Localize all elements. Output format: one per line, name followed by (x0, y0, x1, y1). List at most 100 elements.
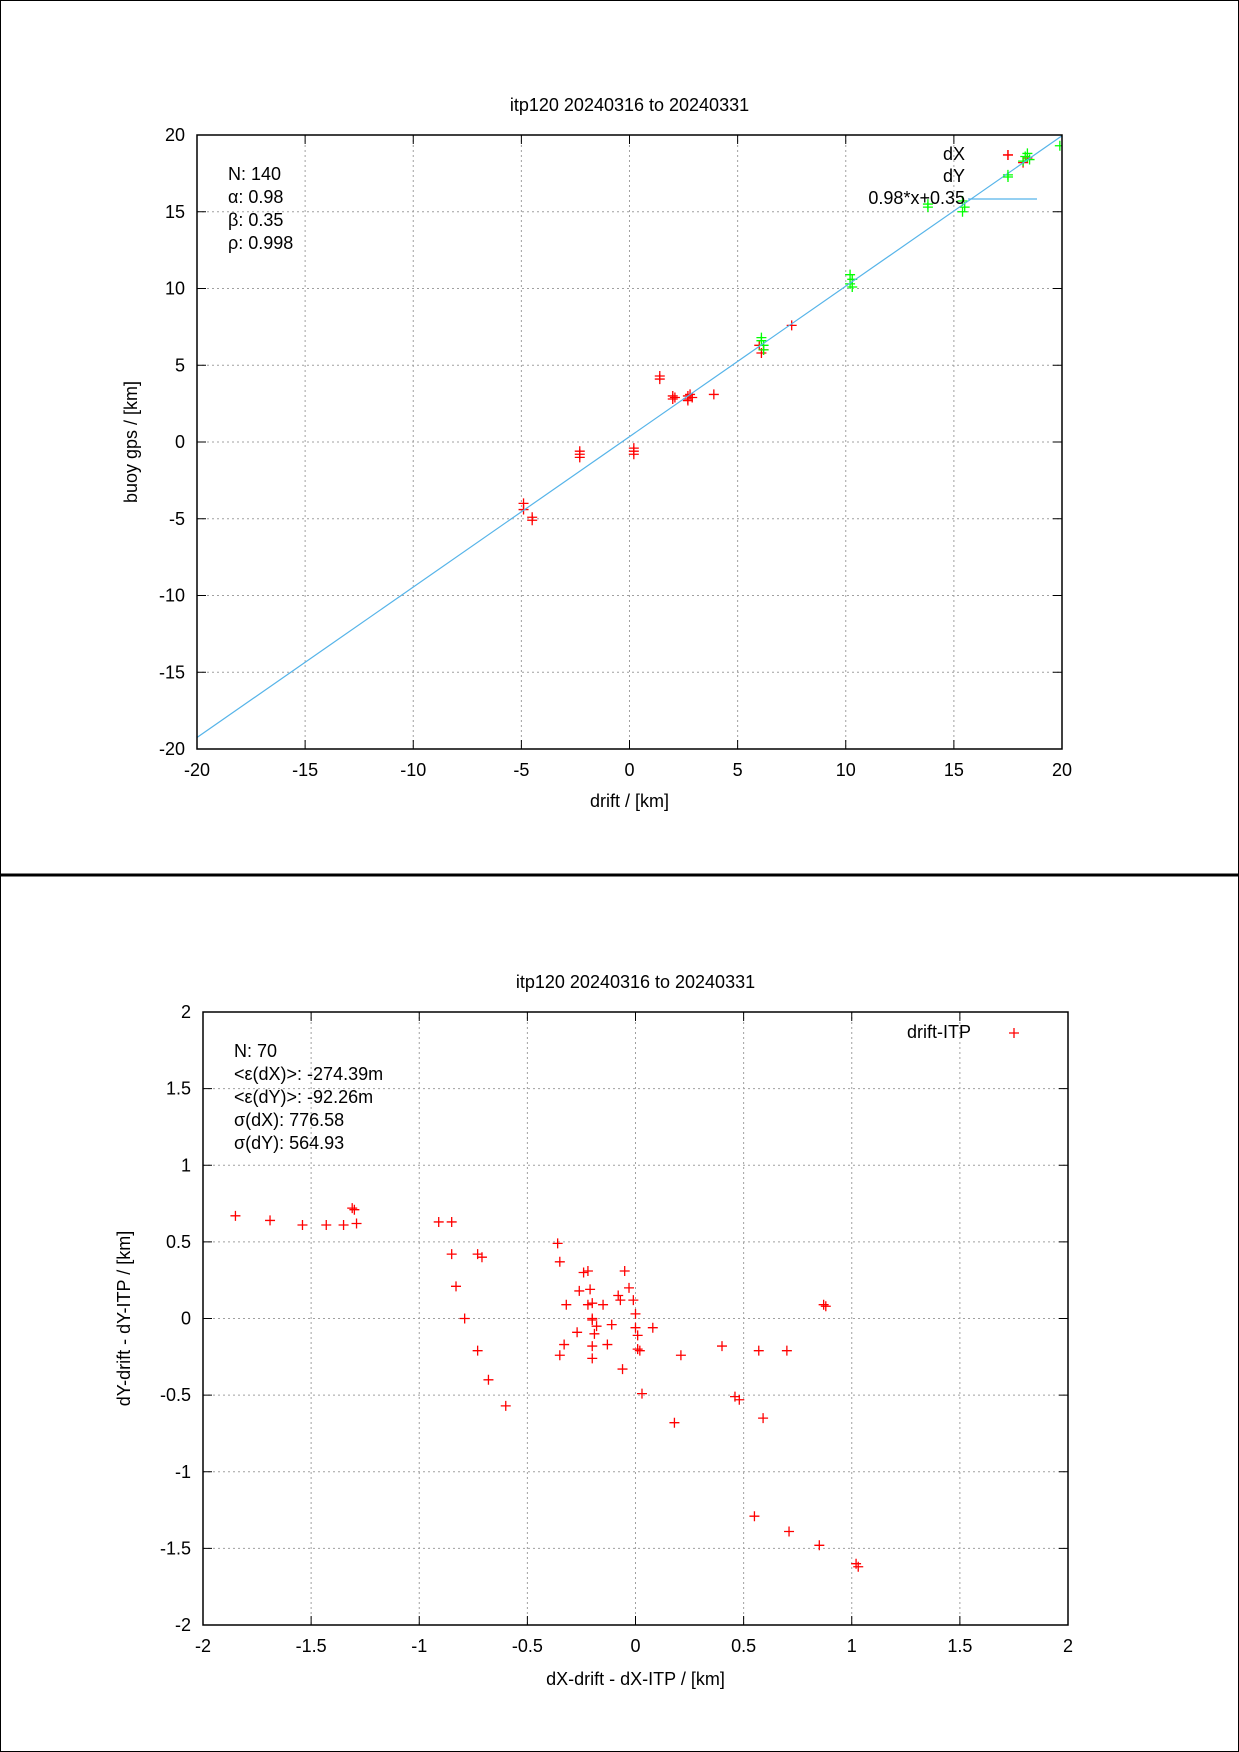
stats-line: β: 0.35 (228, 210, 283, 230)
data-point (587, 1341, 598, 1352)
data-point (758, 1413, 769, 1424)
data-point (667, 390, 678, 401)
data-point (654, 370, 665, 381)
axes-border (196, 134, 1063, 750)
data-point (472, 1345, 483, 1356)
data-point (1024, 154, 1035, 165)
x-tick-label: 1.5 (947, 1636, 972, 1656)
data-point (632, 1344, 643, 1355)
data-point (606, 1319, 617, 1330)
data-point (349, 1204, 360, 1215)
x-tick-label: 10 (836, 760, 856, 780)
data-point (451, 1281, 462, 1292)
legend-marker (1003, 150, 1013, 160)
data-point (582, 1299, 593, 1310)
data-point (265, 1215, 276, 1226)
data-point (628, 449, 639, 460)
x-tick-label: 2 (1063, 1636, 1073, 1656)
data-point (845, 269, 856, 280)
chart-drift-vs-gps: -20 -15 -10 -5 0 5 10 15 20 -20 -15 -10 -5 0 5 10 15 20 dX… (121, 95, 1072, 811)
stats-line: <ε(dY)>: -92.26m (234, 1087, 373, 1107)
data-point (321, 1220, 332, 1231)
data-point (587, 1298, 598, 1309)
data-point (1022, 148, 1033, 159)
stats-line: α: 0.98 (228, 187, 283, 207)
data-point (230, 1210, 241, 1221)
y-tick-label: 0 (175, 432, 185, 452)
x-axis-label: drift / [km] (590, 791, 669, 811)
data-point (847, 281, 858, 292)
data-point (585, 1284, 596, 1295)
data-point (602, 1339, 613, 1350)
data-point (297, 1220, 308, 1231)
data-point (1054, 140, 1062, 151)
data-point (617, 1364, 628, 1375)
data-point (957, 206, 968, 217)
y-tick-label: -1.5 (160, 1538, 191, 1558)
x-tick-label: -2 (195, 1636, 211, 1656)
fit-line (197, 135, 1062, 738)
data-point (561, 1299, 572, 1310)
data-point (527, 515, 538, 526)
data-point (756, 335, 767, 346)
x-tick-label: 0 (630, 1636, 640, 1656)
x-tick-label: 5 (733, 760, 743, 780)
y-tick-label: 5 (175, 355, 185, 375)
data-point (630, 1322, 641, 1333)
data-point (615, 1295, 626, 1306)
data-point (552, 1238, 563, 1249)
data-point (675, 1350, 686, 1361)
data-point (717, 1341, 727, 1352)
x-tick-label: -10 (400, 760, 426, 780)
legend-marker (1003, 172, 1013, 182)
y-axis-label: buoy gps / [km] (121, 381, 141, 503)
legend-marker (1009, 1028, 1019, 1038)
plot-marks (230, 1203, 864, 1572)
y-tick-label: 0.5 (166, 1232, 191, 1252)
data-point (338, 1220, 349, 1231)
data-point (574, 452, 585, 463)
data-point (476, 1252, 487, 1263)
y-tick-label: -20 (159, 739, 185, 759)
data-point (922, 199, 933, 210)
y-tick-label: -2 (175, 1615, 191, 1635)
stats-line: σ(dY): 564.93 (234, 1133, 344, 1153)
data-point (634, 1345, 645, 1356)
y-tick-label: 2 (181, 1002, 191, 1022)
stats-line: N: 70 (234, 1041, 277, 1061)
y-tick-label: 0 (181, 1309, 191, 1329)
data-point (647, 1322, 658, 1333)
x-tick-label: -20 (184, 760, 210, 780)
x-tick-label: 0 (624, 760, 634, 780)
data-point (518, 504, 529, 515)
y-tick-label: -5 (169, 509, 185, 529)
y-tick-label: 10 (165, 279, 185, 299)
data-point (500, 1400, 511, 1411)
data-point (632, 1330, 643, 1341)
data-point (758, 344, 769, 355)
data-point (578, 1267, 589, 1278)
data-point (818, 1299, 829, 1310)
data-point (853, 1561, 864, 1572)
x-tick-label: 1 (847, 1636, 857, 1656)
data-point (708, 389, 719, 400)
x-axis-label: dX-drift - dX-ITP / [km] (546, 1669, 725, 1689)
data-point (749, 1511, 760, 1522)
legend-label: dX (943, 144, 965, 164)
x-tick-label: -5 (513, 760, 529, 780)
data-point (559, 1339, 570, 1350)
data-point (734, 1394, 745, 1405)
legend-label: drift-ITP (907, 1022, 971, 1042)
data-point (613, 1290, 624, 1301)
data-point (574, 1285, 585, 1296)
data-point (753, 1345, 764, 1356)
y-tick-label: -15 (159, 662, 185, 682)
chart-drift-residuals: -2 -1.5 -1 -0.5 0 0.5 1 1.5 2 -2 -1.5 -1 -0.5 0 0.5 1 1.… (114, 972, 1073, 1689)
plot-marks (197, 135, 1062, 738)
data-point (483, 1374, 494, 1385)
y-tick-label: 20 (165, 125, 185, 145)
data-point (624, 1282, 635, 1293)
y-tick-label: 15 (165, 202, 185, 222)
legend-label: 0.98*x+0.35 (868, 188, 965, 208)
data-point (587, 1353, 598, 1364)
